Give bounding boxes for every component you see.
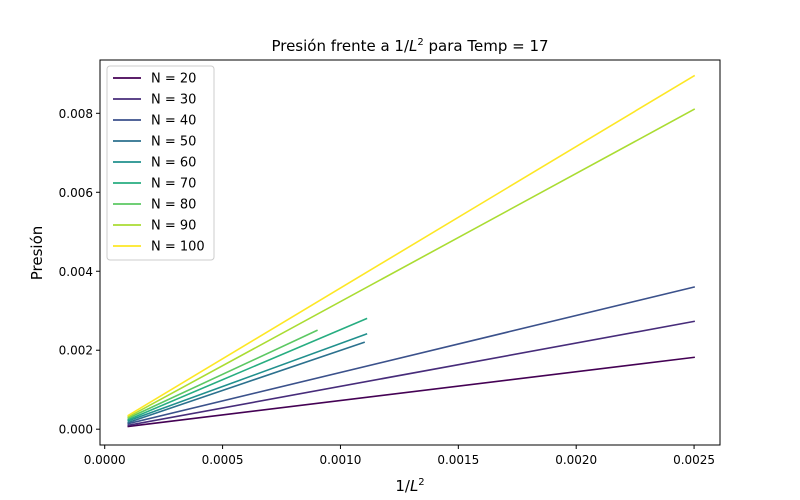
legend-label-1: N = 30 [151,93,196,108]
x-tick-label: 0.0020 [555,453,597,467]
legend-label-6: N = 80 [151,198,196,213]
y-axis-ticks: 0.000 0.002 0.004 0.006 0.008 [59,107,100,437]
y-tick-label: 0.000 [59,423,93,437]
legend-box [106,65,215,261]
series-line-0 [127,356,695,428]
y-tick-label: 0.004 [59,265,93,279]
legend-label-8: N = 100 [151,240,205,255]
y-tick-label: 0.008 [59,107,93,121]
series-line-3 [127,341,366,424]
series-line-4 [127,333,368,422]
legend-items: N = 20 N = 30 N = 40 N = 50 N = 60 N = 70 N = … [113,72,205,255]
legend-label-2: N = 40 [151,114,196,129]
x-tick-label: 0.0015 [437,453,479,467]
x-tick-label: 0.0000 [84,453,126,467]
axes-frame [99,59,721,446]
y-axis-label: Presión [28,226,46,281]
series-layer [127,74,696,428]
y-tick-label: 0.006 [59,186,93,200]
legend-label-3: N = 50 [151,135,196,150]
series-line-1 [127,320,696,427]
series-line-2 [127,286,696,425]
series-line-7 [127,108,696,419]
series-line-5 [127,317,368,421]
series-line-6 [127,329,318,420]
series-line-8 [127,74,696,417]
legend-label-7: N = 90 [151,219,196,234]
legend-label-0: N = 20 [151,72,196,87]
legend: N = 20 N = 30 N = 40 N = 50 N = 60 N = 70 N = … [106,65,215,261]
legend-label-4: N = 60 [151,156,196,171]
plot-area [99,59,721,446]
x-tick-label: 0.0005 [202,453,244,467]
x-tick-label: 0.0010 [319,453,361,467]
legend-label-5: N = 70 [151,177,196,192]
x-axis-ticks: 0.0000 0.0005 0.0010 0.0015 0.0020 0.0025 [84,445,715,467]
y-tick-label: 0.002 [59,344,93,358]
chart-title: Presión frente a 1/L2 para Temp = 17 [271,37,548,55]
x-tick-label: 0.0025 [673,453,715,467]
x-axis-label: 1/L2 [395,477,424,495]
